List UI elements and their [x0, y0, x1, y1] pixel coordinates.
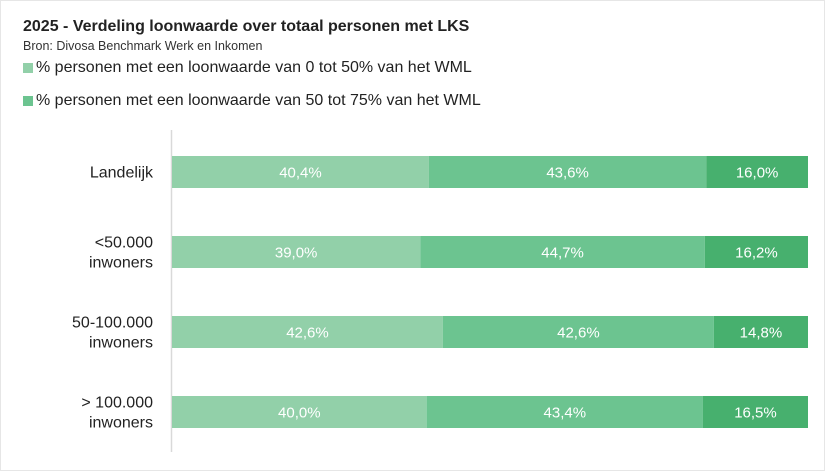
legend-label: % personen met een loonwaarde van 0 tot …: [36, 59, 472, 76]
category-label: inwoners: [89, 335, 153, 352]
bar-segment: [706, 156, 808, 188]
category-label: inwoners: [89, 255, 153, 272]
bar-segment: [426, 396, 703, 428]
chart-title: 2025 - Verdeling loonwaarde over totaal …: [23, 18, 470, 35]
bar-segment: [428, 156, 707, 188]
bar-segment: [702, 396, 808, 428]
data-label: 16,5%: [734, 405, 777, 422]
data-label: 44,7%: [541, 245, 584, 262]
bar-segment: [172, 396, 427, 428]
bar-segment: [172, 316, 443, 348]
data-label: 43,6%: [546, 165, 589, 182]
legend-item-0-50: % personen met een loonwaarde van 0 tot …: [23, 59, 472, 77]
bar-segment: [713, 316, 808, 348]
bar-segment: [442, 316, 714, 348]
legend-item-50-75: % personen met een loonwaarde van 50 tot…: [23, 92, 481, 110]
category-label: <50.000: [95, 235, 153, 252]
data-label: 43,4%: [544, 405, 587, 422]
legend-swatch: [23, 96, 33, 106]
bar-segment: [420, 236, 705, 268]
category-label: inwoners: [89, 415, 153, 432]
bar-segment: [172, 156, 429, 188]
data-label: 40,0%: [278, 405, 321, 422]
bar-segment: [704, 236, 808, 268]
category-label: > 100.000: [81, 395, 153, 412]
data-label: 42,6%: [557, 325, 600, 342]
chart-subtitle: Bron: Divosa Benchmark Werk en Inkomen: [23, 39, 263, 53]
legend-label: % personen met een loonwaarde van 50 tot…: [36, 92, 481, 109]
legend-swatch: [23, 63, 33, 73]
category-label: 50-100.000: [72, 315, 153, 332]
category-label: Landelijk: [90, 165, 154, 182]
bar-segment: [172, 236, 421, 268]
data-label: 42,6%: [286, 325, 329, 342]
data-label: 16,0%: [736, 165, 779, 182]
data-label: 14,8%: [740, 325, 783, 342]
data-label: 40,4%: [279, 165, 322, 182]
data-label: 39,0%: [275, 245, 318, 262]
data-label: 16,2%: [735, 245, 778, 262]
